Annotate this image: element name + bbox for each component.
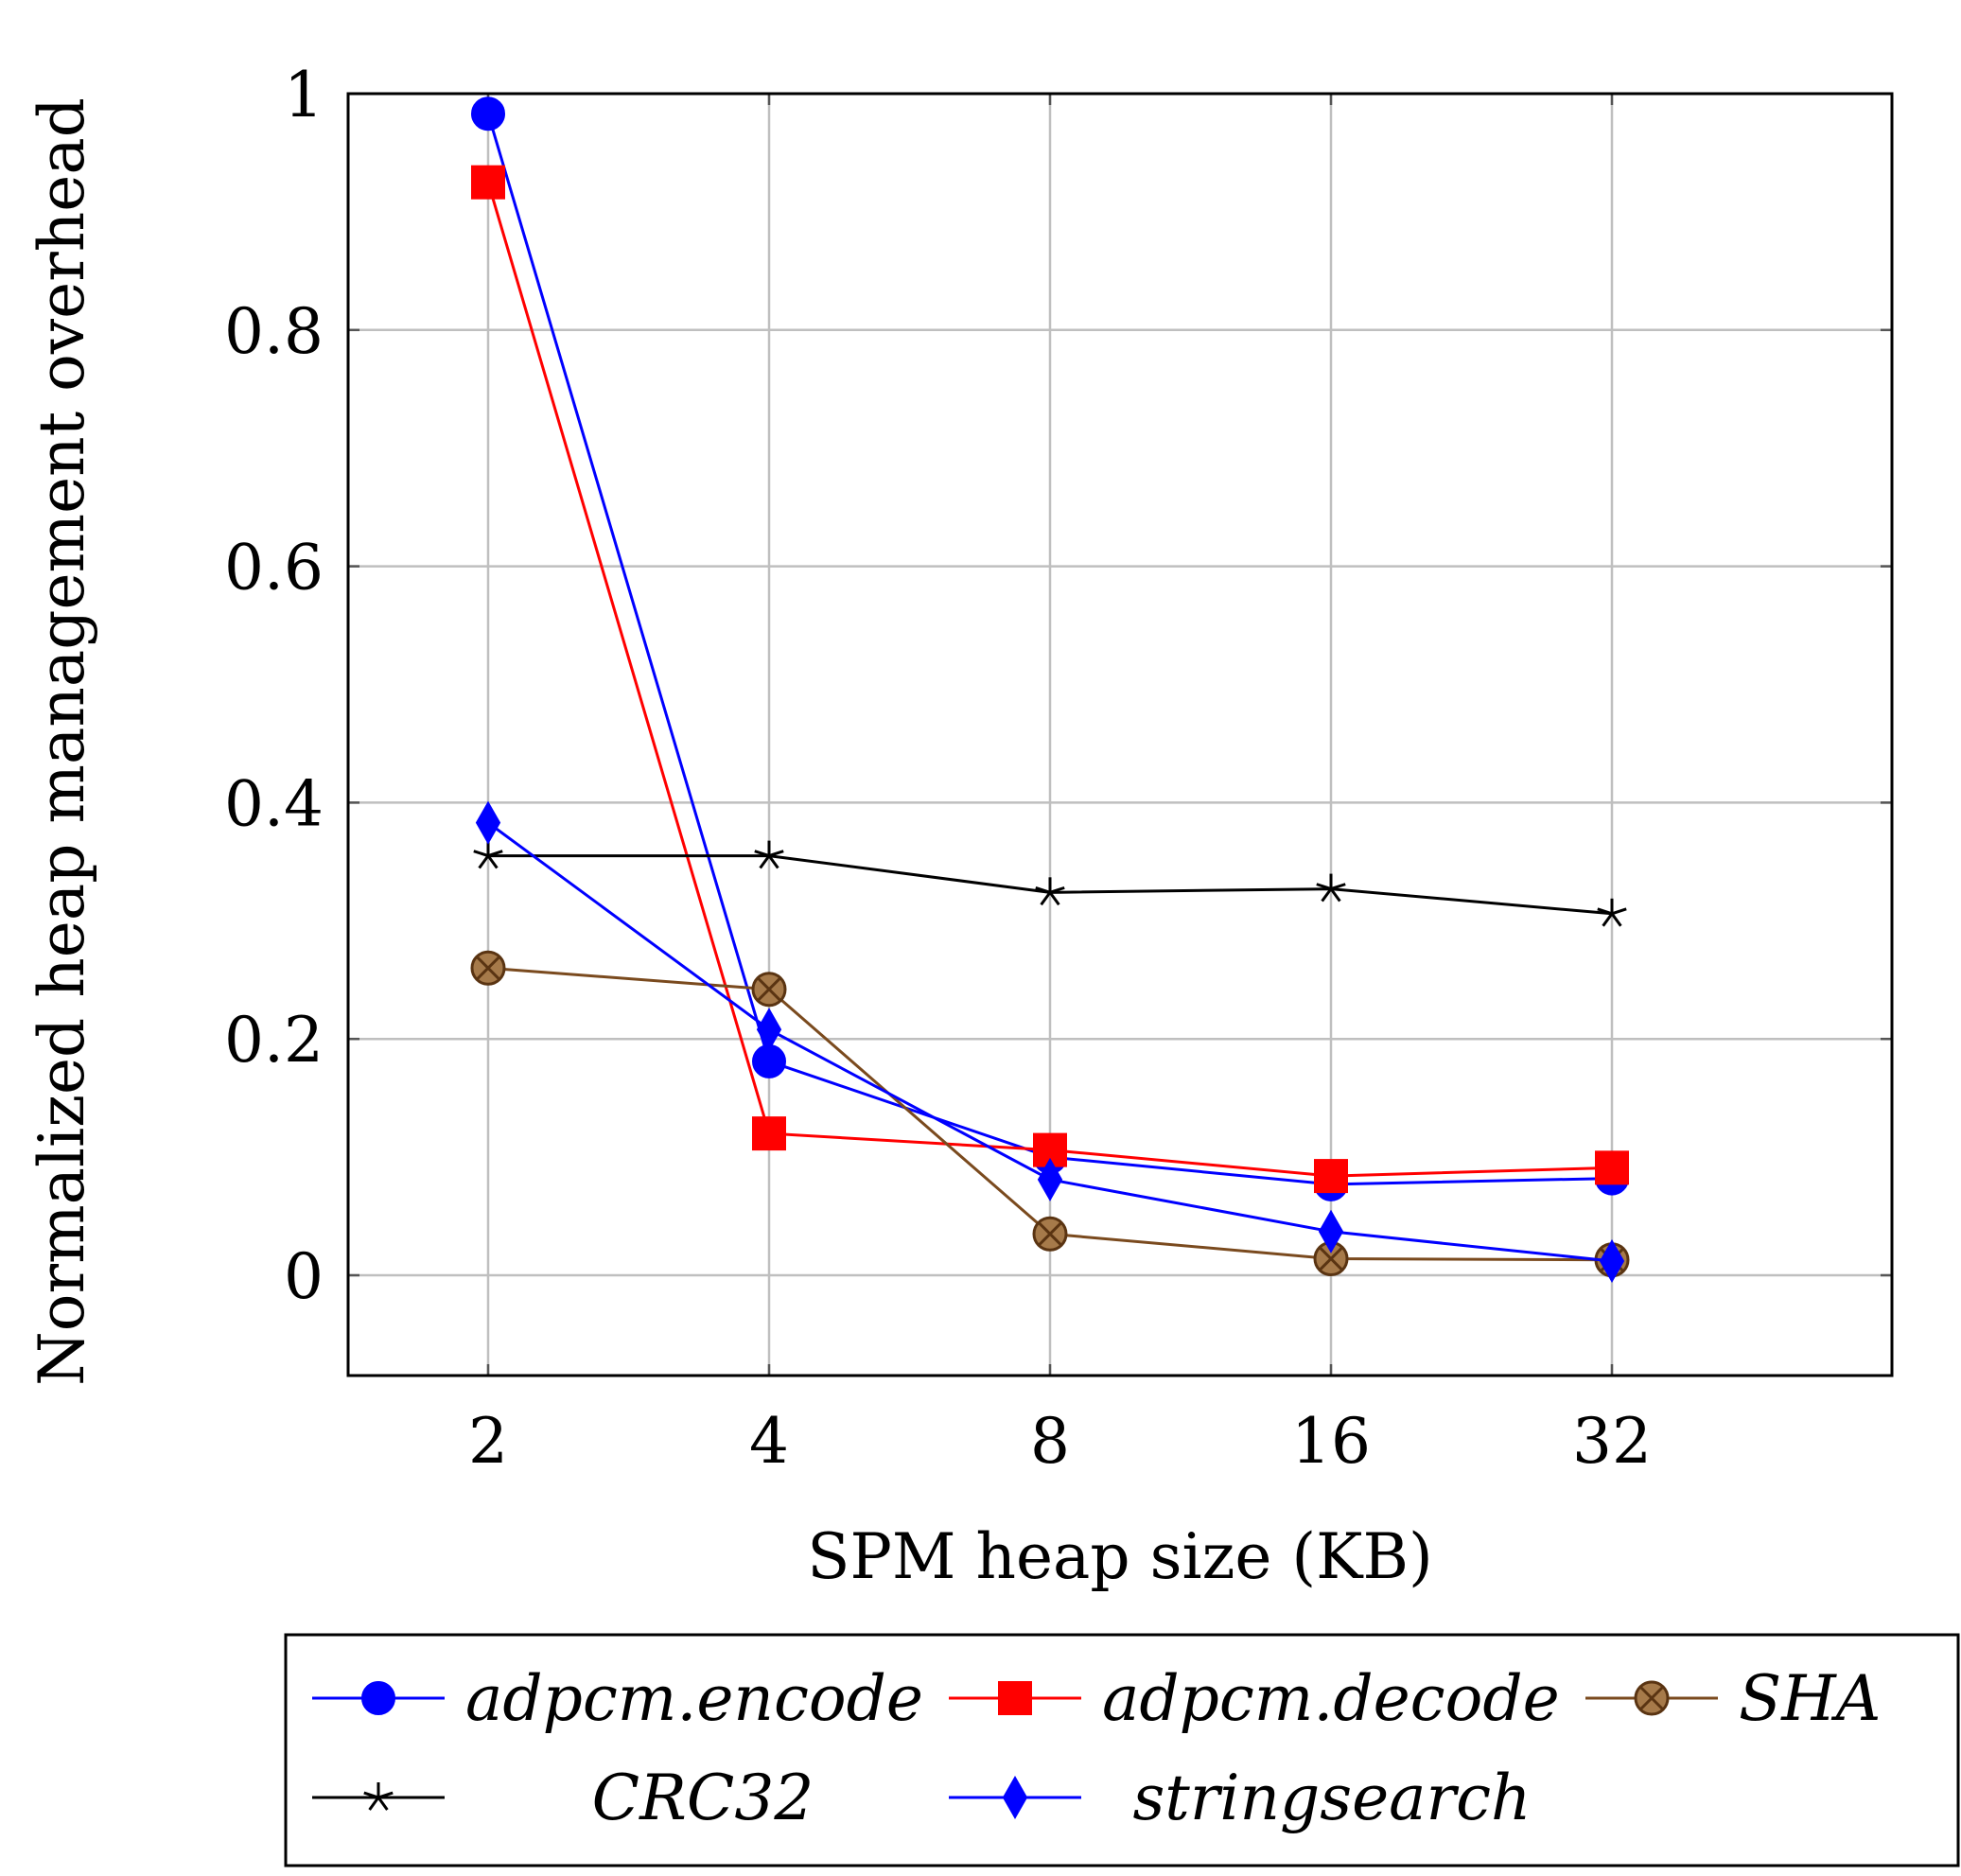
- star-marker-arm: [1602, 912, 1614, 927]
- series-CRC32: [473, 840, 1627, 927]
- x-tick-label: 16: [1291, 1405, 1371, 1478]
- star-marker-arm: [759, 854, 771, 869]
- otimes-marker-cross: [1038, 1221, 1062, 1246]
- data-point-stringsearch: [756, 1008, 782, 1052]
- legend-frame: [284, 1633, 1960, 1867]
- legend-item-SHA: SHA: [1585, 1662, 1881, 1735]
- legend-marker-adpcm.decode: [998, 1681, 1032, 1715]
- legend-marker-SHA: [1634, 1680, 1670, 1716]
- star-marker-arm: [754, 850, 770, 858]
- data-point-stringsearch: [475, 800, 501, 845]
- x-tick-label: 4: [749, 1405, 789, 1478]
- y-tick-label: 0.8: [224, 295, 324, 368]
- data-point-SHA: [1032, 1216, 1068, 1252]
- y-tick-label: 0.6: [224, 532, 324, 605]
- star-marker-arm: [487, 850, 503, 858]
- data-point-CRC32: [754, 840, 784, 869]
- star-marker-arm: [363, 1791, 379, 1799]
- otimes-marker-cross: [757, 977, 781, 1002]
- data-point-adpcm.decode: [752, 1116, 786, 1151]
- axis-ticks: [348, 92, 1892, 1376]
- star-marker-arm: [1040, 891, 1052, 906]
- star-marker-arm: [1329, 887, 1341, 903]
- series-adpcm.decode: [471, 165, 1629, 1194]
- data-point-adpcm.encode: [471, 96, 505, 131]
- otimes-marker-cross: [476, 956, 500, 980]
- data-point-CRC32: [1316, 873, 1346, 903]
- legend-marker-stringsearch: [1002, 1775, 1028, 1820]
- x-tick-label: 8: [1030, 1405, 1070, 1478]
- y-tick-label: 0.4: [224, 767, 324, 840]
- x-tick-label: 2: [468, 1405, 508, 1478]
- legend-item-adpcm.encode: adpcm.encode: [312, 1662, 923, 1735]
- legend-label-stringsearch: stringsearch: [1132, 1762, 1531, 1834]
- star-marker-arm: [1610, 912, 1622, 927]
- y-tick-label: 0: [284, 1240, 324, 1313]
- series-SHA: [470, 950, 1630, 1278]
- plot-area-frame: [346, 92, 1894, 1377]
- star-marker-arm: [1321, 887, 1333, 903]
- star-marker-arm: [768, 850, 784, 858]
- data-point-stringsearch: [1318, 1209, 1344, 1254]
- otimes-marker-cross: [1639, 1686, 1664, 1710]
- x-axis-label: SPM heap size (KB): [807, 1520, 1432, 1593]
- star-marker-arm: [1611, 907, 1627, 916]
- star-marker-arm: [1035, 885, 1051, 894]
- star-marker-arm: [486, 854, 499, 869]
- tick-labels: 2 4 8 16 32 0 0.2 0.4 0.6 0.8 1: [224, 59, 1652, 1478]
- legend-marker-adpcm.encode: [361, 1681, 395, 1715]
- star-marker-arm: [1330, 883, 1346, 891]
- data-point-stringsearch: [1599, 1238, 1625, 1284]
- star-marker-arm: [1048, 891, 1060, 906]
- y-tick-label: 0.2: [224, 1004, 324, 1077]
- x-tick-label: 32: [1572, 1405, 1652, 1478]
- star-marker-arm: [377, 1791, 394, 1799]
- series-layer: [470, 96, 1630, 1284]
- grid-lines: [348, 92, 1892, 1376]
- star-marker-arm: [376, 1797, 389, 1811]
- data-point-adpcm.decode: [471, 165, 505, 200]
- legend-label-adpcm.encode: adpcm.encode: [465, 1662, 923, 1735]
- star-marker-arm: [478, 854, 490, 869]
- legend-marker-CRC32: [363, 1782, 394, 1811]
- legend: adpcm.encode adpcm.decode SHA CRC32 stringse…: [284, 1633, 1960, 1867]
- y-axis-label: Normalized heap management overhead: [26, 97, 98, 1386]
- data-point-CRC32: [1597, 898, 1627, 927]
- star-marker-arm: [1316, 883, 1332, 891]
- star-marker-arm: [767, 854, 779, 869]
- otimes-marker-cross: [1319, 1246, 1343, 1271]
- legend-item-CRC32: CRC32: [312, 1762, 814, 1834]
- data-point-adpcm.decode: [1595, 1150, 1629, 1185]
- legend-item-adpcm.decode: adpcm.decode: [949, 1662, 1560, 1735]
- legend-item-stringsearch: stringsearch: [949, 1762, 1532, 1834]
- data-point-SHA: [751, 972, 787, 1008]
- legend-label-SHA: SHA: [1739, 1662, 1881, 1735]
- star-marker-arm: [1049, 885, 1065, 894]
- data-point-SHA: [1313, 1241, 1349, 1277]
- data-point-CRC32: [473, 840, 503, 869]
- series-stringsearch: [475, 800, 1625, 1284]
- data-point-CRC32: [1035, 877, 1065, 906]
- data-point-stringsearch: [1037, 1157, 1063, 1201]
- star-marker-arm: [368, 1797, 380, 1811]
- data-point-adpcm.decode: [1314, 1159, 1348, 1194]
- legend-label-CRC32: CRC32: [592, 1762, 814, 1834]
- data-point-SHA: [470, 950, 506, 986]
- legend-label-adpcm.decode: adpcm.decode: [1102, 1662, 1560, 1735]
- star-marker-arm: [1597, 907, 1613, 916]
- y-tick-label: 1: [284, 59, 324, 131]
- star-marker-arm: [473, 850, 489, 858]
